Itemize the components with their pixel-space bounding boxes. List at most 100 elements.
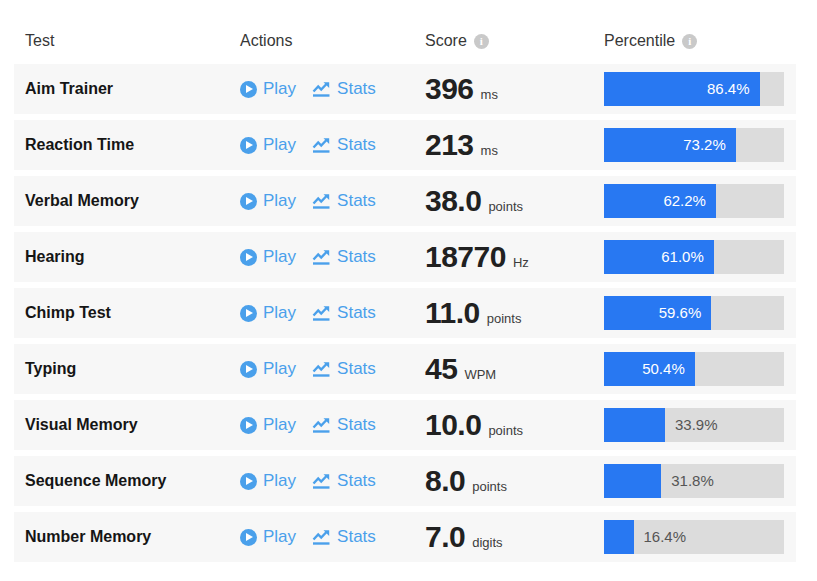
- play-icon: [240, 249, 257, 266]
- stats-icon: [312, 137, 331, 153]
- stats-link-label: Stats: [337, 415, 376, 435]
- stats-icon: [312, 193, 331, 209]
- test-name: Number Memory: [25, 528, 240, 546]
- test-name: Typing: [25, 360, 240, 378]
- row-actions: Play Stats: [240, 303, 425, 323]
- stats-link[interactable]: Stats: [312, 527, 376, 547]
- percentile-bar-track: 86.4%: [604, 72, 784, 106]
- play-link[interactable]: Play: [240, 79, 296, 99]
- table-row: Hearing Play Stats 18770 Hz 61.0%: [14, 232, 796, 282]
- stats-link[interactable]: Stats: [312, 135, 376, 155]
- stats-link-label: Stats: [337, 135, 376, 155]
- play-link-label: Play: [263, 135, 296, 155]
- stats-link[interactable]: Stats: [312, 79, 376, 99]
- test-name: Aim Trainer: [25, 80, 240, 98]
- percentile-label: 50.4%: [642, 352, 685, 386]
- percentile-info-icon[interactable]: i: [682, 34, 697, 49]
- play-link[interactable]: Play: [240, 415, 296, 435]
- score-cell: 10.0 points: [425, 410, 604, 440]
- percentile-label: 16.4%: [644, 520, 687, 554]
- table-row: Number Memory Play Stats 7.0 digits: [14, 512, 796, 562]
- percentile-bar-fill: [604, 520, 634, 554]
- play-link[interactable]: Play: [240, 247, 296, 267]
- row-actions: Play Stats: [240, 247, 425, 267]
- stats-link[interactable]: Stats: [312, 471, 376, 491]
- play-icon: [240, 81, 257, 98]
- play-link[interactable]: Play: [240, 135, 296, 155]
- play-icon: [240, 193, 257, 210]
- row-actions: Play Stats: [240, 527, 425, 547]
- actions-header-label: Actions: [240, 32, 292, 50]
- percentile-bar-track: 61.0%: [604, 240, 784, 274]
- stats-link-label: Stats: [337, 303, 376, 323]
- play-link[interactable]: Play: [240, 191, 296, 211]
- percentile-bar-track: 31.8%: [604, 464, 784, 498]
- score-value: 11.0: [425, 298, 480, 328]
- percentile-bar-track: 62.2%: [604, 184, 784, 218]
- score-unit: ms: [481, 87, 498, 102]
- play-icon: [240, 305, 257, 322]
- test-name: Hearing: [25, 248, 240, 266]
- score-cell: 396 ms: [425, 74, 604, 104]
- stats-link-label: Stats: [337, 471, 376, 491]
- stats-link[interactable]: Stats: [312, 303, 376, 323]
- play-icon: [240, 361, 257, 378]
- play-link-label: Play: [263, 359, 296, 379]
- stats-link[interactable]: Stats: [312, 247, 376, 267]
- table-body: Aim Trainer Play Stats 396 ms 86.4%: [14, 64, 796, 562]
- test-name: Chimp Test: [25, 304, 240, 322]
- score-cell: 8.0 points: [425, 466, 604, 496]
- score-unit: points: [472, 479, 507, 494]
- test-name: Sequence Memory: [25, 472, 240, 490]
- row-actions: Play Stats: [240, 135, 425, 155]
- stats-link[interactable]: Stats: [312, 191, 376, 211]
- play-link-label: Play: [263, 247, 296, 267]
- percentile-label: 86.4%: [707, 72, 750, 106]
- score-unit: points: [487, 311, 522, 326]
- stats-link-label: Stats: [337, 359, 376, 379]
- stats-link[interactable]: Stats: [312, 415, 376, 435]
- stats-icon: [312, 305, 331, 321]
- stats-link[interactable]: Stats: [312, 359, 376, 379]
- play-link-label: Play: [263, 471, 296, 491]
- play-link-label: Play: [263, 415, 296, 435]
- percentile-cell: 86.4%: [604, 72, 784, 106]
- percentile-cell: 33.9%: [604, 408, 784, 442]
- column-header-score: Score i: [425, 32, 604, 50]
- percentile-cell: 31.8%: [604, 464, 784, 498]
- score-cell: 45 WPM: [425, 354, 604, 384]
- percentile-bar-fill: [604, 464, 661, 498]
- play-link[interactable]: Play: [240, 303, 296, 323]
- stats-icon: [312, 81, 331, 97]
- score-value: 10.0: [425, 410, 481, 440]
- percentile-bar-track: 50.4%: [604, 352, 784, 386]
- percentile-label: 31.8%: [671, 464, 714, 498]
- score-info-icon[interactable]: i: [474, 34, 489, 49]
- score-cell: 38.0 points: [425, 186, 604, 216]
- play-link[interactable]: Play: [240, 471, 296, 491]
- percentile-label: 61.0%: [661, 240, 704, 274]
- play-link[interactable]: Play: [240, 359, 296, 379]
- row-actions: Play Stats: [240, 471, 425, 491]
- table-row: Chimp Test Play Stats 11.0 points 5: [14, 288, 796, 338]
- score-unit: digits: [472, 535, 502, 550]
- test-header-label: Test: [25, 32, 54, 50]
- percentile-bar-track: 33.9%: [604, 408, 784, 442]
- stats-link-label: Stats: [337, 79, 376, 99]
- score-header-label: Score: [425, 32, 467, 50]
- stats-icon: [312, 417, 331, 433]
- stats-icon: [312, 361, 331, 377]
- play-link-label: Play: [263, 79, 296, 99]
- percentile-cell: 61.0%: [604, 240, 784, 274]
- score-cell: 11.0 points: [425, 298, 604, 328]
- percentile-cell: 59.6%: [604, 296, 784, 330]
- play-link[interactable]: Play: [240, 527, 296, 547]
- play-link-label: Play: [263, 303, 296, 323]
- stats-link-label: Stats: [337, 527, 376, 547]
- percentile-cell: 16.4%: [604, 520, 784, 554]
- column-header-percentile: Percentile i: [604, 32, 784, 50]
- percentile-label: 33.9%: [675, 408, 718, 442]
- percentile-label: 62.2%: [663, 184, 706, 218]
- row-actions: Play Stats: [240, 415, 425, 435]
- table-row: Reaction Time Play Stats 213 ms 73.: [14, 120, 796, 170]
